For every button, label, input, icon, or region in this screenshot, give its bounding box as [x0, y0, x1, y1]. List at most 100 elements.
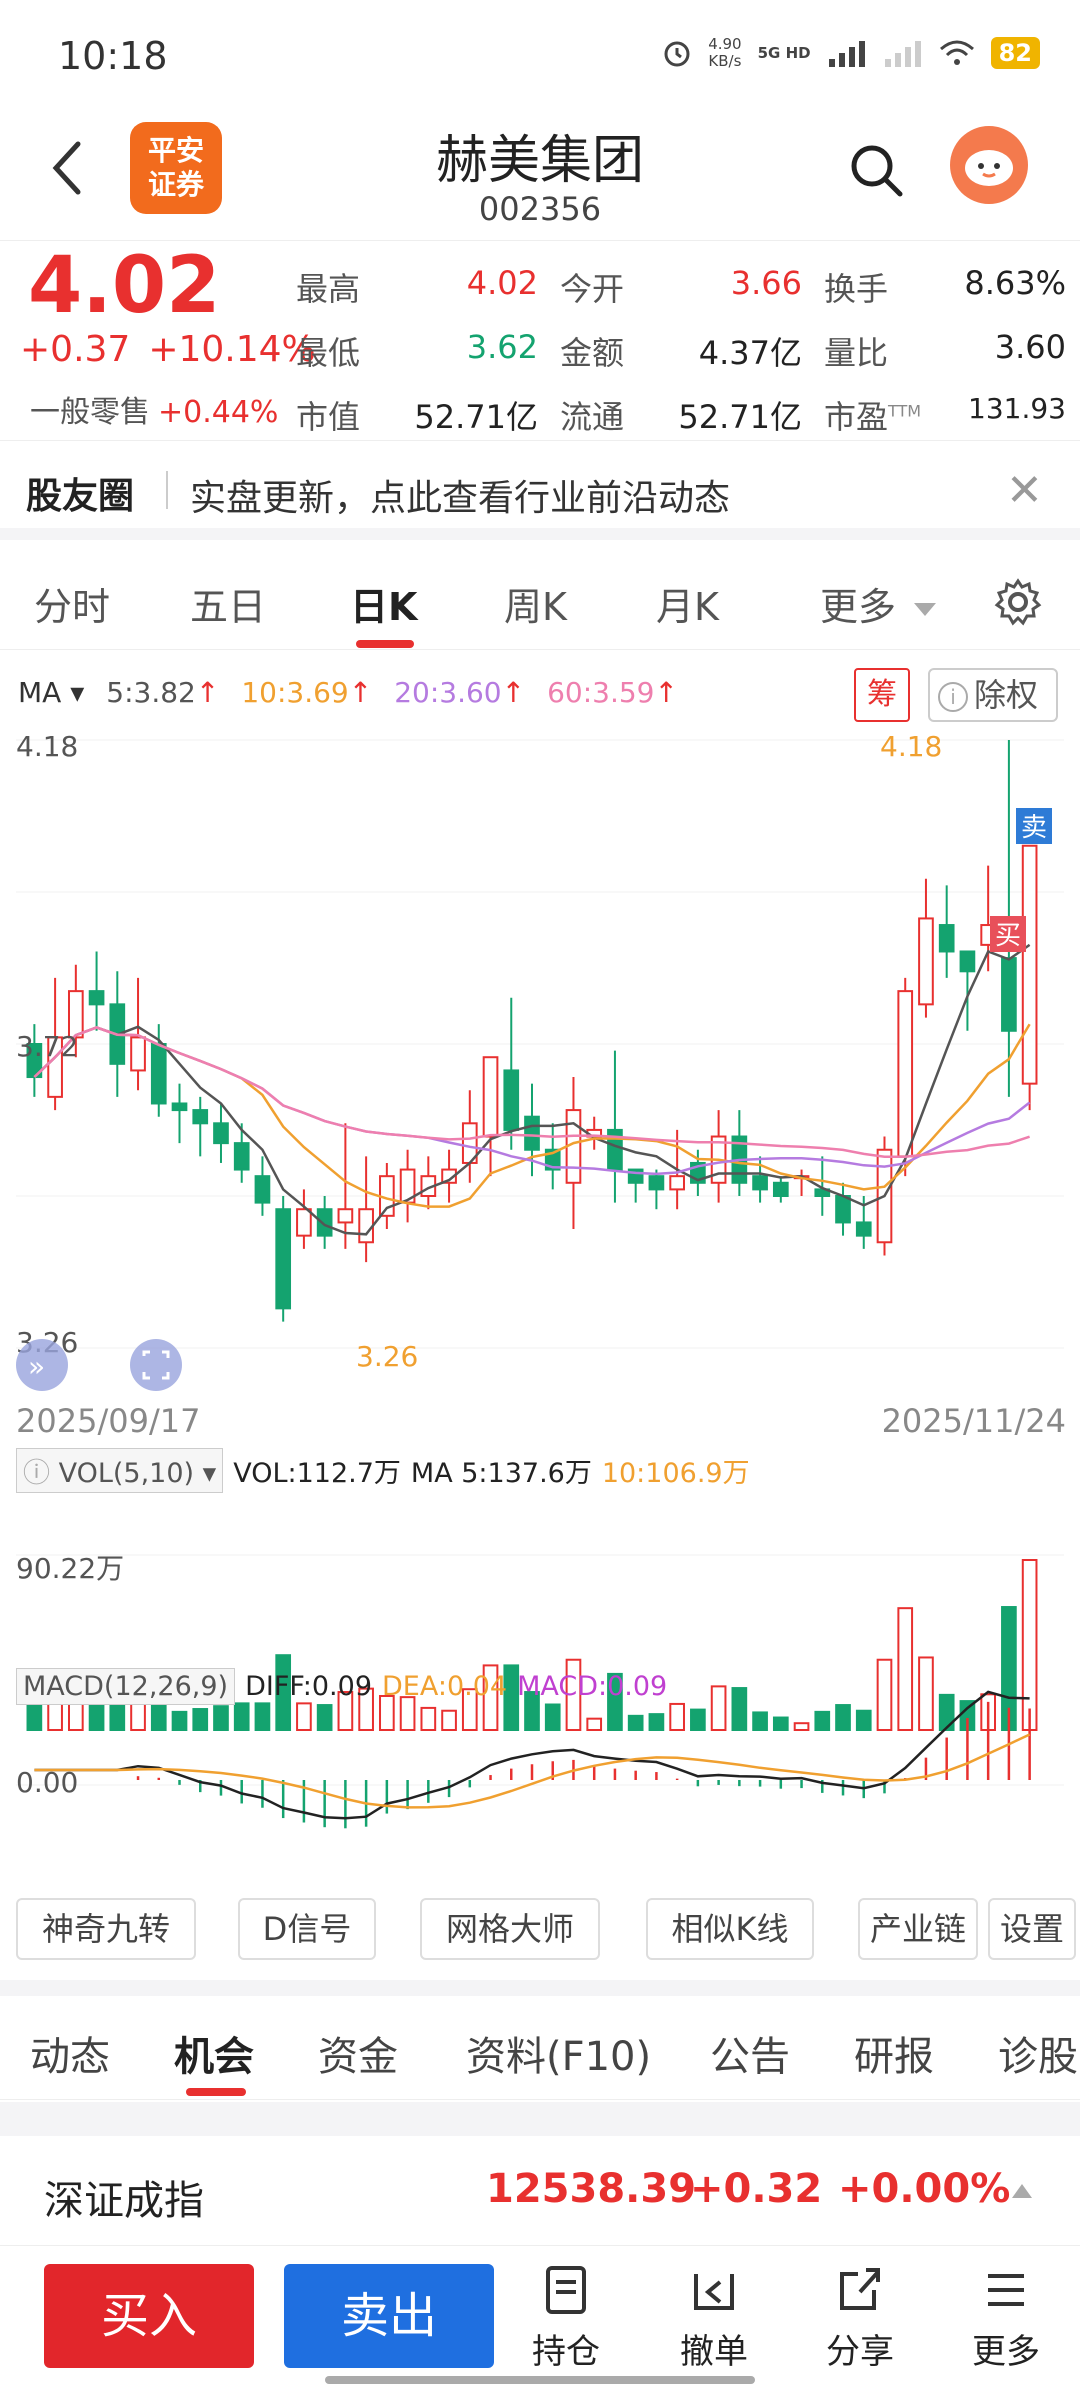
tab-diagnosis[interactable]: 诊股	[998, 2034, 1078, 2080]
volume-bar	[918, 1656, 934, 1732]
volume-bar	[772, 1716, 789, 1731]
search-icon[interactable]	[846, 140, 906, 200]
tab-five-day[interactable]: 五日	[190, 585, 267, 629]
ma-legend[interactable]: MA ▾ 5:3.82↑ 10:3.69↑ 20:3.60↑ 60:3.59↑	[18, 676, 678, 709]
macd-legend[interactable]: MACD(12,26,9) DIFF:0.09 DEA:0.04 MACD:0.…	[16, 1668, 667, 1705]
stat-label: 最低	[296, 334, 361, 372]
volume-bar	[544, 1703, 561, 1731]
candle-body	[296, 1208, 312, 1237]
tab-more[interactable]: 更多	[820, 576, 937, 631]
market-index-ticker[interactable]: 深证成指 12538.39 +0.32 +0.00%	[0, 2136, 1080, 2246]
high-marker-label: 4.18	[880, 730, 942, 763]
tab-intraday[interactable]: 分时	[34, 585, 111, 629]
sell-signal-tag[interactable]: 卖	[1016, 808, 1052, 844]
tab-weekly-k[interactable]: 周K	[504, 585, 567, 629]
ma60-value: 60:3.59↑	[547, 676, 678, 709]
position-button[interactable]: 持仓	[506, 2264, 626, 2373]
change-percent: +10.14%	[148, 329, 316, 370]
quote-panel: 4.02 +0.37 +10.14% 一般零售 +0.44% 最高 4.02 今开 3.…	[0, 240, 1080, 440]
network-type: 5G HD	[757, 44, 811, 62]
tool-similar-kline[interactable]: 相似K线	[646, 1898, 814, 1960]
ma5-line	[33, 943, 1031, 1236]
expand-up-icon[interactable]	[1012, 2184, 1032, 2198]
tab-daily-k[interactable]: 日K	[350, 585, 418, 629]
status-time: 10:18	[58, 34, 168, 78]
tab-dynamics[interactable]: 动态	[30, 2034, 110, 2080]
tool-d-signal[interactable]: D信号	[238, 1898, 376, 1960]
info-icon: i	[938, 682, 968, 712]
indicator-tools: 神奇九转 D信号 网格大师 相似K线 产业链 设置	[0, 1898, 1080, 1964]
share-button[interactable]: 分享	[800, 2264, 920, 2373]
ma60-line	[33, 1026, 1030, 1158]
volume-bar	[897, 1607, 914, 1732]
candle-body	[938, 924, 955, 953]
tab-research[interactable]: 研报	[854, 2034, 934, 2080]
more-button[interactable]: 更多	[946, 2264, 1066, 2373]
broker-logo[interactable]: 平安 证券	[130, 122, 222, 214]
candle-body	[213, 1122, 229, 1145]
candle-body	[482, 1056, 499, 1138]
price-change: +0.37 +10.14%	[20, 329, 334, 370]
stock-name: 赫美集团	[435, 131, 644, 191]
volume-legend[interactable]: ⓘ VOL(5,10) ▾ VOL:112.7万 MA 5:137.6万 10:…	[16, 1448, 750, 1493]
volume-bar	[752, 1711, 768, 1732]
tab-monthly-k[interactable]: 月K	[656, 585, 719, 629]
tab-funds[interactable]: 资金	[318, 2034, 398, 2080]
candle-body	[150, 1043, 167, 1105]
wifi-icon	[939, 40, 974, 65]
assistant-avatar[interactable]	[950, 126, 1028, 204]
community-banner[interactable]: 股友圈 实盘更新，点此查看行业前沿动态 ✕	[0, 440, 1080, 540]
macd-indicator-selector[interactable]: MACD(12,26,9)	[16, 1668, 236, 1705]
candle-body	[503, 1069, 520, 1131]
sell-button[interactable]: 卖出	[284, 2264, 494, 2368]
volume-bar	[461, 1688, 478, 1732]
tab-opportunity[interactable]: 机会	[174, 2034, 254, 2080]
signal-icon	[828, 41, 865, 67]
candle-body	[1021, 844, 1038, 1085]
battery-indicator: 82	[990, 37, 1040, 69]
kline-chart[interactable]: 4.18 3.72 3.26 4.18 3.26 卖 买 » 90.22万 0.…	[0, 720, 1080, 1890]
tool-grid-master[interactable]: 网格大师	[420, 1898, 600, 1960]
candle-body	[752, 1175, 768, 1191]
volume-axis-label: 90.22万	[16, 1552, 124, 1585]
tool-industry-chain[interactable]: 产业链	[858, 1898, 978, 1960]
back-arrow-icon[interactable]	[44, 138, 92, 198]
candle-body	[26, 1043, 43, 1079]
low-marker-label: 3.26	[356, 1340, 418, 1373]
volume-bar	[482, 1664, 499, 1732]
volume-bar	[192, 1708, 209, 1731]
trade-action-bar: 买入 卖出 持仓 撤单 分享 更多	[0, 2246, 1080, 2388]
tab-announcements[interactable]: 公告	[710, 2034, 790, 2080]
ma-label[interactable]: MA ▾	[18, 676, 85, 709]
ma10-value: 10:3.69↑	[241, 676, 373, 709]
fullscreen-icon[interactable]	[130, 1339, 182, 1391]
community-text[interactable]: 实盘更新，点此查看行业前沿动态	[190, 478, 731, 519]
buy-button[interactable]: 买入	[44, 2264, 254, 2368]
active-tab-indicator	[356, 640, 414, 648]
tab-f10[interactable]: 资料(F10)	[466, 2034, 652, 2080]
adjust-rights-button[interactable]: i 除权	[928, 668, 1058, 722]
volume-bar	[275, 1654, 292, 1732]
expand-left-icon[interactable]: »	[16, 1339, 68, 1391]
chip-distribution-button[interactable]: 筹	[854, 668, 910, 722]
index-name: 深证成指	[44, 2178, 204, 2224]
share-icon	[840, 2268, 880, 2310]
tool-settings[interactable]: 设置	[988, 1898, 1076, 1960]
buy-signal-tag[interactable]: 买	[990, 916, 1026, 952]
volume-bar	[876, 1658, 893, 1732]
volume-bar	[607, 1672, 623, 1732]
stat-value: 3.62	[466, 328, 538, 366]
index-change-percent: +0.00%	[838, 2166, 1011, 2212]
gear-icon[interactable]	[994, 578, 1042, 626]
tool-magic-nine[interactable]: 神奇九转	[16, 1898, 196, 1960]
dropdown-arrow-icon	[914, 603, 937, 616]
cancel-order-button[interactable]: 撤单	[654, 2264, 774, 2373]
volume-indicator-selector[interactable]: ⓘ VOL(5,10) ▾	[16, 1448, 224, 1493]
home-indicator	[325, 2376, 755, 2384]
svg-text:卖: 卖	[1021, 813, 1047, 843]
volume-bar	[441, 1709, 457, 1732]
close-icon[interactable]: ✕	[1006, 465, 1043, 516]
candle-body	[275, 1208, 292, 1310]
macd-dea-line	[34, 1733, 1031, 1809]
sector-change[interactable]: 一般零售 +0.44%	[30, 395, 279, 430]
